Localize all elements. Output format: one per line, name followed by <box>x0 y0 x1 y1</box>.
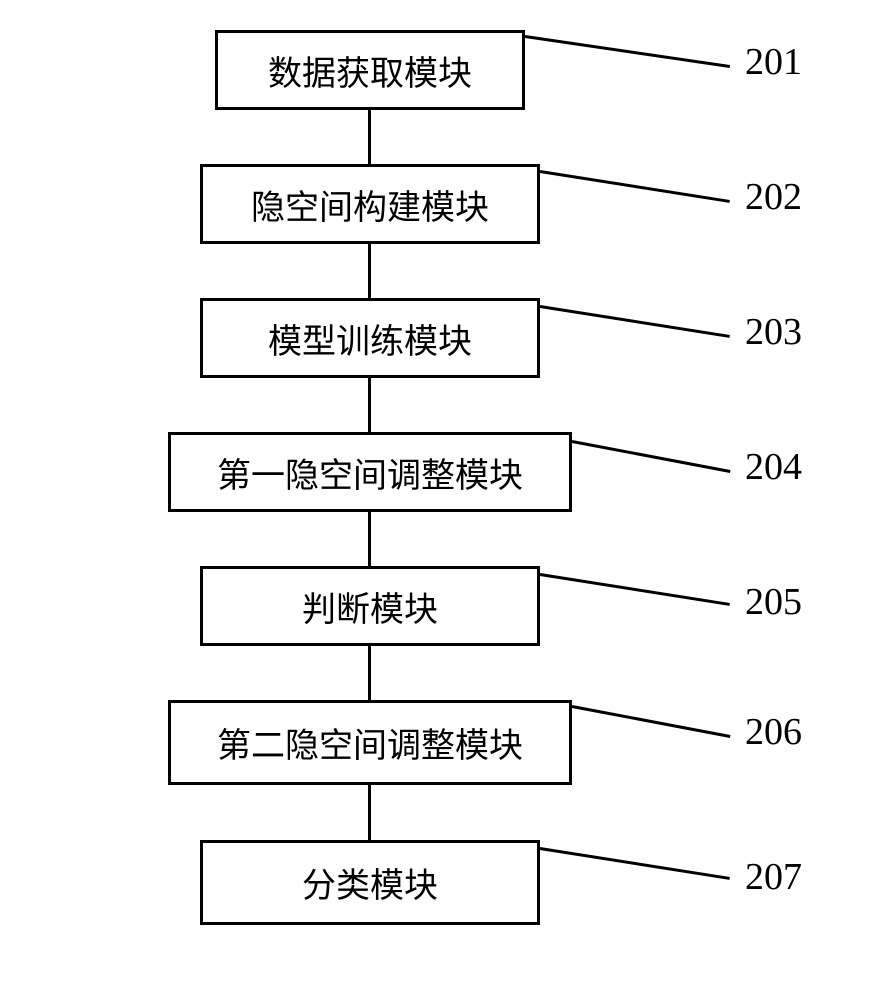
module-box-7: 分类模块 <box>200 840 540 925</box>
reference-label-1: 201 <box>745 40 802 84</box>
reference-label-5: 205 <box>745 580 802 624</box>
leader-line-7 <box>540 847 730 880</box>
reference-label-7: 207 <box>745 855 802 899</box>
module-box-6: 第二隐空间调整模块 <box>168 700 572 785</box>
leader-line-4 <box>572 440 731 473</box>
module-box-label-6: 第二隐空间调整模块 <box>217 718 523 767</box>
module-box-label-7: 分类模块 <box>302 858 438 907</box>
connector-2 <box>368 244 371 298</box>
leader-line-5 <box>540 573 730 606</box>
reference-label-4: 204 <box>745 445 802 489</box>
connector-5 <box>368 646 371 700</box>
reference-label-3: 203 <box>745 310 802 354</box>
module-box-label-5: 判断模块 <box>302 582 438 631</box>
module-box-label-4: 第一隐空间调整模块 <box>217 448 523 497</box>
connector-1 <box>368 110 371 164</box>
leader-line-6 <box>572 705 731 738</box>
reference-label-2: 202 <box>745 175 802 219</box>
leader-line-1 <box>525 35 730 68</box>
module-box-3: 模型训练模块 <box>200 298 540 378</box>
module-box-1: 数据获取模块 <box>215 30 525 110</box>
module-box-2: 隐空间构建模块 <box>200 164 540 244</box>
module-box-label-2: 隐空间构建模块 <box>251 180 489 229</box>
connector-6 <box>368 785 371 840</box>
module-box-4: 第一隐空间调整模块 <box>168 432 572 512</box>
reference-label-6: 206 <box>745 710 802 754</box>
module-box-label-3: 模型训练模块 <box>268 314 472 363</box>
connector-4 <box>368 512 371 566</box>
connector-3 <box>368 378 371 432</box>
leader-line-3 <box>540 305 730 338</box>
module-box-label-1: 数据获取模块 <box>268 46 472 95</box>
module-box-5: 判断模块 <box>200 566 540 646</box>
leader-line-2 <box>540 170 730 203</box>
